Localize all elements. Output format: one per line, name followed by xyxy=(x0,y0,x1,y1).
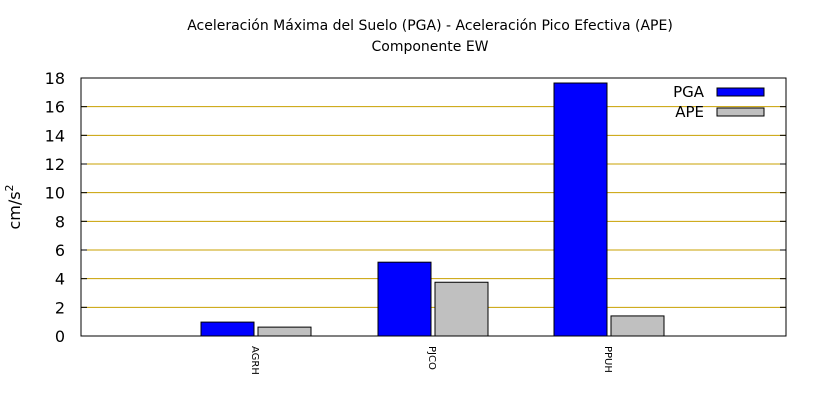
bars xyxy=(200,82,665,337)
bar-ape-pjco xyxy=(434,281,489,337)
y-tick-label: 6 xyxy=(55,241,65,260)
y-tick-label: 0 xyxy=(55,327,65,346)
bar-pga-ppuh xyxy=(553,82,608,337)
x-category-label: PJCO xyxy=(426,346,437,370)
x-category-label: AGRH xyxy=(249,346,260,375)
y-tick-label: 8 xyxy=(55,212,65,231)
y-tick-label: 2 xyxy=(55,298,65,317)
y-tick-label: 16 xyxy=(45,98,65,117)
chart-title: Aceleración Máxima del Suelo (PGA) - Ace… xyxy=(187,18,673,34)
legend-swatch-pga xyxy=(716,87,765,97)
y-tick-label: 12 xyxy=(45,155,65,174)
x-category-labels: AGRH PJCO PPUH xyxy=(249,346,613,375)
bar-pga-pjco xyxy=(377,261,432,337)
x-category-label: PPUH xyxy=(602,346,613,373)
y-tick-label: 14 xyxy=(45,126,65,145)
legend-label-pga: PGA xyxy=(673,83,705,101)
bar-ape-ppuh xyxy=(610,315,665,337)
y-ticks: 0 2 4 6 8 10 12 14 16 18 xyxy=(45,69,786,346)
chart-subtitle: Componente EW xyxy=(371,39,488,55)
bar-pga-agrh xyxy=(200,321,255,337)
y-tick-label: 18 xyxy=(45,69,65,88)
legend-swatch-ape xyxy=(716,107,765,117)
bar-ape-agrh xyxy=(257,326,312,337)
grid-lines xyxy=(81,106,786,308)
y-axis-label: cm/s2 xyxy=(3,184,24,229)
legend-label-ape: APE xyxy=(675,103,704,121)
legend: PGA APE xyxy=(673,83,765,121)
y-tick-label: 4 xyxy=(55,270,65,289)
y-tick-label: 10 xyxy=(45,184,65,203)
plot-border xyxy=(80,77,787,337)
